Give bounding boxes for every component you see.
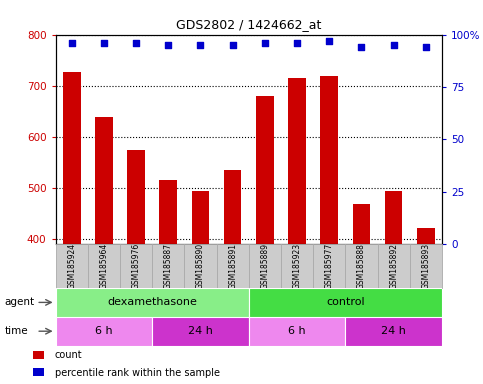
Text: GSM185888: GSM185888 — [357, 243, 366, 289]
Bar — [56, 288, 249, 317]
Point — [68, 40, 75, 46]
Point — [229, 42, 237, 48]
Bar — [192, 191, 209, 244]
Text: GSM185964: GSM185964 — [99, 243, 108, 289]
Text: GSM185977: GSM185977 — [325, 243, 334, 289]
Point — [132, 40, 140, 46]
Text: GSM185892: GSM185892 — [389, 243, 398, 289]
Bar — [56, 244, 88, 288]
Point — [100, 40, 108, 46]
Bar — [378, 244, 410, 288]
Text: GSM185924: GSM185924 — [67, 243, 76, 289]
Text: agent: agent — [5, 297, 35, 308]
Text: count: count — [55, 350, 82, 360]
Text: dexamethasone: dexamethasone — [107, 297, 197, 308]
Bar — [249, 317, 345, 346]
Bar — [281, 244, 313, 288]
Bar — [216, 244, 249, 288]
Bar — [353, 204, 370, 244]
Bar — [33, 351, 44, 359]
Point — [164, 42, 172, 48]
Text: GSM185976: GSM185976 — [131, 243, 141, 289]
Text: GSM185889: GSM185889 — [260, 243, 270, 289]
Bar — [288, 78, 306, 244]
Bar — [345, 244, 378, 288]
Bar — [320, 76, 338, 244]
Bar — [159, 180, 177, 244]
Text: time: time — [5, 326, 28, 336]
Bar — [345, 317, 442, 346]
Bar — [33, 368, 44, 376]
Point — [326, 38, 333, 44]
Title: GDS2802 / 1424662_at: GDS2802 / 1424662_at — [176, 18, 321, 31]
Point — [422, 44, 430, 50]
Text: 6 h: 6 h — [95, 326, 113, 336]
Point — [261, 40, 269, 46]
Bar — [120, 244, 152, 288]
Text: 24 h: 24 h — [381, 326, 406, 336]
Text: 24 h: 24 h — [188, 326, 213, 336]
Bar — [185, 244, 216, 288]
Text: GSM185893: GSM185893 — [421, 243, 430, 289]
Point — [293, 40, 301, 46]
Bar — [417, 227, 435, 244]
Text: GSM185891: GSM185891 — [228, 243, 237, 289]
Bar — [63, 72, 81, 244]
Text: GSM185887: GSM185887 — [164, 243, 173, 289]
Bar — [385, 191, 402, 244]
Bar — [152, 317, 249, 346]
Text: percentile rank within the sample: percentile rank within the sample — [55, 367, 220, 377]
Bar — [56, 317, 152, 346]
Bar — [88, 244, 120, 288]
Bar — [95, 117, 113, 244]
Bar — [152, 244, 185, 288]
Text: GSM185890: GSM185890 — [196, 243, 205, 289]
Bar — [127, 151, 145, 244]
Bar — [249, 244, 281, 288]
Bar — [256, 96, 274, 244]
Bar — [410, 244, 442, 288]
Text: control: control — [326, 297, 365, 308]
Point — [390, 42, 398, 48]
Bar — [249, 288, 442, 317]
Text: GSM185923: GSM185923 — [293, 243, 301, 289]
Point — [357, 44, 365, 50]
Bar — [224, 170, 242, 244]
Point — [197, 42, 204, 48]
Text: 6 h: 6 h — [288, 326, 306, 336]
Bar — [313, 244, 345, 288]
